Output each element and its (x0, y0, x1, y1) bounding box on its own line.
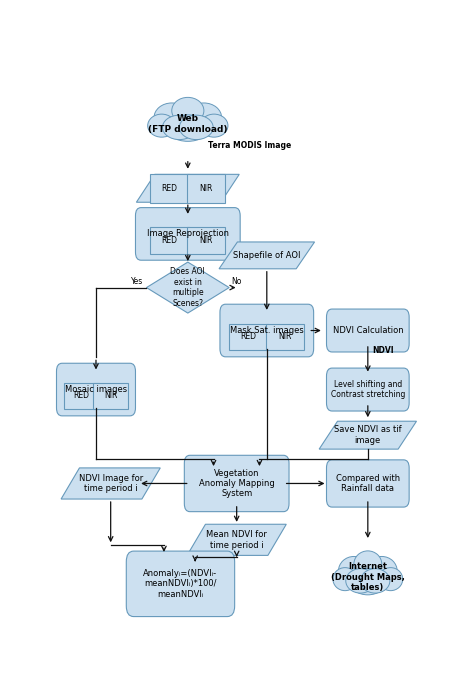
Ellipse shape (366, 556, 397, 585)
Text: Compared with
Rainfall data: Compared with Rainfall data (336, 474, 400, 493)
Text: No: No (231, 277, 242, 286)
Polygon shape (146, 262, 229, 313)
FancyBboxPatch shape (150, 227, 189, 254)
Ellipse shape (179, 115, 213, 139)
Text: RED: RED (162, 236, 177, 245)
FancyBboxPatch shape (327, 309, 409, 352)
FancyBboxPatch shape (266, 323, 304, 351)
Text: Level shifting and
Contrast stretching: Level shifting and Contrast stretching (331, 380, 405, 399)
Text: NIR: NIR (200, 236, 213, 245)
Text: Terra MODIS Image: Terra MODIS Image (208, 141, 292, 150)
FancyBboxPatch shape (56, 363, 136, 416)
Ellipse shape (338, 556, 369, 585)
Text: NDVI Image for
time period i: NDVI Image for time period i (79, 474, 143, 493)
Text: RED: RED (240, 332, 256, 342)
FancyBboxPatch shape (327, 368, 409, 411)
FancyBboxPatch shape (126, 551, 235, 617)
FancyBboxPatch shape (93, 383, 128, 409)
Polygon shape (319, 421, 417, 449)
Polygon shape (137, 174, 239, 202)
Text: Internet
(Drought Maps,
tables): Internet (Drought Maps, tables) (331, 562, 405, 592)
Ellipse shape (154, 103, 190, 132)
Polygon shape (187, 524, 286, 556)
Text: NIR: NIR (279, 332, 292, 342)
Ellipse shape (186, 103, 222, 132)
Ellipse shape (354, 551, 382, 577)
Text: NIR: NIR (200, 184, 213, 193)
FancyBboxPatch shape (220, 304, 314, 357)
Text: Mask Sat. images: Mask Sat. images (230, 326, 304, 335)
Ellipse shape (167, 115, 209, 141)
Text: Mosaic images: Mosaic images (65, 385, 127, 394)
Text: Image Reprojection: Image Reprojection (147, 229, 229, 238)
Text: RED: RED (73, 392, 89, 401)
Text: Save NDVI as tif
image: Save NDVI as tif image (334, 425, 401, 445)
Ellipse shape (172, 98, 204, 124)
Text: Anomalyᵢ=(NDVIᵢ-
meanNDVIᵢ)*100/
meanNDVIᵢ: Anomalyᵢ=(NDVIᵢ- meanNDVIᵢ)*100/ meanNDV… (144, 569, 218, 599)
FancyBboxPatch shape (184, 455, 289, 512)
Text: NDVI: NDVI (372, 346, 394, 355)
FancyBboxPatch shape (136, 208, 240, 260)
FancyBboxPatch shape (229, 323, 268, 351)
Ellipse shape (163, 115, 196, 139)
FancyBboxPatch shape (187, 227, 226, 254)
Ellipse shape (346, 569, 375, 593)
Text: NIR: NIR (104, 392, 118, 401)
FancyBboxPatch shape (327, 460, 409, 507)
Ellipse shape (333, 567, 357, 590)
Text: RED: RED (162, 184, 177, 193)
Polygon shape (61, 468, 160, 499)
Ellipse shape (148, 114, 175, 137)
Text: Does AOI
exist in
multiple
Scenes?: Does AOI exist in multiple Scenes? (171, 268, 205, 307)
FancyBboxPatch shape (64, 383, 99, 409)
FancyBboxPatch shape (187, 174, 226, 203)
Text: Web
(FTP download): Web (FTP download) (148, 114, 228, 134)
FancyBboxPatch shape (150, 174, 189, 203)
Polygon shape (219, 242, 315, 269)
Text: Shapefile of AOI: Shapefile of AOI (233, 251, 301, 260)
Text: Yes: Yes (131, 277, 143, 286)
Ellipse shape (349, 568, 386, 595)
Text: Mean NDVI for
time period i: Mean NDVI for time period i (206, 530, 267, 549)
Ellipse shape (360, 569, 390, 593)
Ellipse shape (378, 567, 403, 590)
Text: NDVI Calculation: NDVI Calculation (333, 326, 403, 335)
Ellipse shape (200, 114, 228, 137)
Text: Vegetation
Anomaly Mapping
System: Vegetation Anomaly Mapping System (199, 468, 274, 498)
